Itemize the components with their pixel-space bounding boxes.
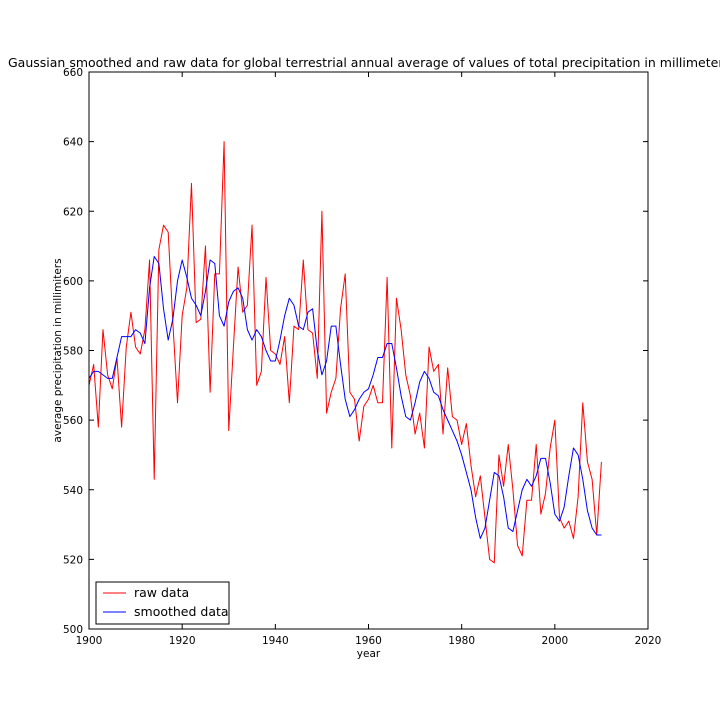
legend-label-smoothed: smoothed data [134, 604, 229, 619]
x-tick-label: 1940 [262, 635, 289, 647]
x-tick-label: 1980 [448, 635, 475, 647]
axis-ticks: 1900 1920 1940 1960 1980 2000 2020 500 520 540 560… [63, 67, 661, 647]
x-tick-label: 2020 [635, 635, 662, 647]
y-tick-label: 660 [63, 67, 83, 79]
series-line-smoothed-data [88, 256, 602, 539]
plot-area [88, 141, 602, 564]
y-tick-label: 600 [63, 276, 83, 288]
x-tick-label: 2000 [541, 635, 568, 647]
y-tick-label: 540 [63, 485, 83, 497]
legend: raw data smoothed data [95, 581, 230, 625]
legend-box [95, 581, 230, 625]
x-tick-label: 1900 [76, 635, 103, 647]
x-axis-label: year [357, 648, 381, 660]
y-tick-label: 640 [63, 137, 83, 149]
chart-title: Gaussian smoothed and raw data for globa… [8, 55, 720, 70]
y-axis-label: average precipitation in millimiters [52, 258, 64, 442]
legend-label-raw: raw data [134, 585, 189, 600]
y-tick-label: 560 [63, 415, 83, 427]
series-line-raw-data [88, 141, 602, 564]
x-tick-label: 1960 [355, 635, 382, 647]
y-tick-label: 620 [63, 206, 83, 218]
x-tick-label: 1920 [169, 635, 196, 647]
y-tick-label: 520 [63, 554, 83, 566]
y-tick-label: 500 [63, 624, 83, 636]
y-tick-label: 580 [63, 346, 83, 358]
